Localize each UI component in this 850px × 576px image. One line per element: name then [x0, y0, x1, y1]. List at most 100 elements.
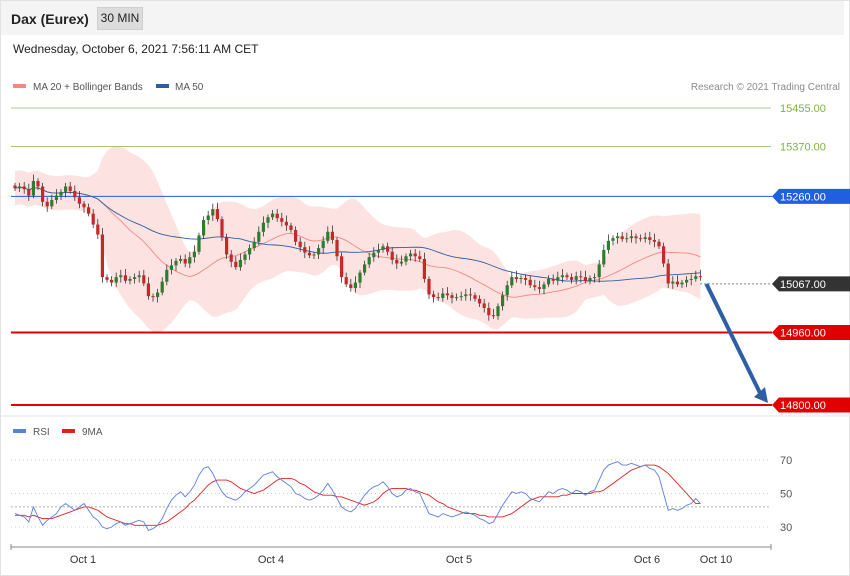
candle-body — [445, 293, 449, 296]
candle-body — [82, 203, 86, 208]
candle-body — [579, 276, 583, 278]
candle-body — [524, 278, 528, 280]
candle-body — [657, 241, 661, 247]
chart-header: Dax (Eurex) 30 MIN — [1, 1, 844, 35]
candle-body — [386, 246, 390, 252]
candle-body — [41, 186, 45, 202]
candle-body — [188, 257, 192, 264]
candle-body — [611, 238, 615, 241]
rsi-tick-label: 70 — [780, 455, 792, 467]
candle-body — [50, 200, 54, 207]
candle-body — [289, 225, 293, 230]
candle-body — [280, 218, 284, 222]
candle-body — [395, 259, 399, 264]
candle-body — [662, 246, 666, 264]
candle-body — [340, 256, 344, 278]
pivot-tag — [772, 188, 850, 204]
candle-body — [100, 234, 104, 278]
candle-body — [330, 231, 334, 240]
candle-body — [404, 256, 408, 262]
candle-body — [570, 277, 574, 280]
candle-body — [680, 282, 684, 285]
candle-body — [671, 281, 675, 284]
candle-body — [505, 285, 509, 296]
candle-body — [487, 307, 491, 316]
ma20-legend-swatch — [13, 84, 26, 88]
candle-body — [298, 241, 302, 248]
candle-body — [358, 272, 362, 283]
rsi-legend-label: RSI — [33, 427, 50, 438]
candle-body — [547, 278, 551, 285]
candle-body — [482, 303, 486, 308]
last-tag — [772, 276, 850, 292]
timestamp: Wednesday, October 6, 2021 7:56:11 AM CE… — [13, 42, 259, 56]
candle-body — [588, 278, 592, 281]
candle-body — [326, 231, 330, 241]
candle-body — [238, 259, 242, 268]
candle-body — [215, 209, 219, 220]
candle-body — [491, 315, 495, 317]
candle-body — [211, 209, 215, 216]
candle-body — [418, 256, 422, 259]
ma20-line — [14, 186, 701, 298]
candle-body — [390, 251, 394, 260]
candle-body — [137, 275, 141, 278]
candle-body — [643, 237, 647, 240]
candle-body — [87, 207, 91, 214]
candle-body — [13, 185, 17, 189]
candle-body — [560, 275, 564, 278]
rsi-line — [14, 461, 701, 531]
candle-body — [156, 292, 160, 298]
candle-body — [266, 217, 270, 223]
candle-body — [666, 263, 670, 284]
candle-body — [625, 238, 629, 240]
candle-body — [179, 258, 183, 261]
candle-body — [496, 306, 500, 317]
x-tick-label: Oct 10 — [700, 554, 732, 566]
candle-body — [174, 260, 178, 266]
candle-body — [202, 219, 206, 236]
candle-body — [514, 277, 518, 279]
candle-body — [634, 236, 638, 239]
candle-body — [606, 240, 610, 250]
candle-body — [128, 278, 132, 281]
candle-body — [114, 277, 118, 283]
candle-body — [123, 275, 127, 281]
candle-body — [96, 224, 100, 235]
candle-body — [303, 247, 307, 253]
candle-body — [335, 239, 339, 257]
candle-body — [192, 251, 196, 258]
candle-body — [441, 293, 445, 298]
instrument-title: Dax (Eurex) — [11, 11, 89, 27]
candle-body — [225, 237, 229, 255]
ma20-legend-label: MA 20 + Bollinger Bands — [33, 82, 143, 93]
candle-body — [321, 240, 325, 249]
candle-body — [413, 253, 417, 257]
candle-body — [422, 258, 426, 279]
candle-body — [501, 295, 505, 307]
candles — [13, 174, 702, 321]
candle-body — [648, 237, 652, 240]
rsi-tick-label: 30 — [780, 522, 792, 534]
candle-body — [478, 298, 482, 304]
candle-body — [629, 236, 633, 239]
candle-body — [602, 249, 606, 265]
candle-body — [344, 277, 348, 285]
candle-body — [151, 296, 155, 298]
candle-body — [206, 215, 210, 220]
x-tick-label: Oct 1 — [70, 554, 96, 566]
x-axis: Oct 1 Oct 4 Oct 5 Oct 6 Oct 10 — [10, 544, 772, 566]
candle-body — [381, 246, 385, 250]
candle-body — [68, 186, 72, 191]
candle-body — [597, 264, 601, 278]
candle-body — [36, 181, 40, 187]
ma50-legend-swatch — [156, 84, 169, 88]
interval-button[interactable]: 30 MIN — [97, 7, 143, 30]
candle-body — [220, 219, 224, 238]
candle-body — [473, 295, 477, 299]
candle-body — [528, 279, 532, 286]
candle-body — [54, 195, 58, 201]
candle-body — [27, 189, 31, 196]
candle-body — [59, 191, 63, 196]
